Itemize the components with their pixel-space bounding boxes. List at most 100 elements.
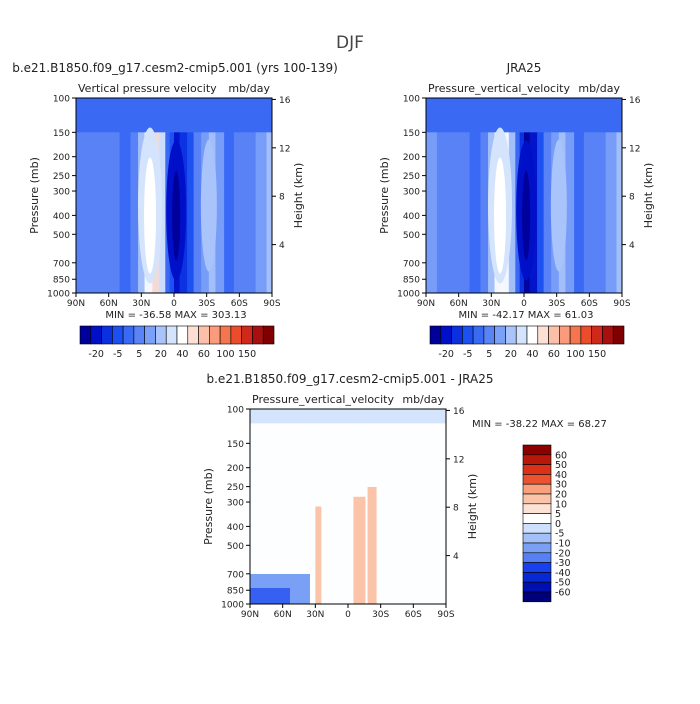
colorbar-box	[537, 325, 549, 345]
y-tick-label: 100	[403, 95, 420, 105]
height-tick-label: 4	[453, 552, 459, 562]
colorbar-box	[209, 325, 221, 345]
colorbar-box	[451, 325, 463, 345]
colorbar-box	[133, 325, 145, 345]
colorbar-box	[219, 325, 232, 345]
y-tick-label: 200	[53, 153, 70, 163]
data-cell	[343, 423, 351, 604]
x-tick-label: 0	[171, 299, 177, 309]
data-cell	[267, 423, 277, 604]
data-cell	[436, 132, 449, 293]
colorbar-label: 20	[555, 490, 567, 501]
colorbar-label: 100	[566, 349, 584, 360]
data-cell	[158, 132, 166, 293]
data-cell	[543, 132, 552, 293]
data-cell	[385, 423, 395, 604]
y-tick-label: 700	[53, 259, 70, 269]
colorbar-label: 40	[176, 349, 188, 360]
colorbar-box	[122, 325, 135, 345]
colorbar-label: -20	[88, 349, 104, 360]
colorbar-label: 60	[555, 450, 567, 461]
data-cell	[426, 132, 438, 293]
data-cell	[328, 423, 338, 604]
colorbar-box	[472, 325, 485, 345]
colorbar-label: 5	[486, 349, 492, 360]
southern-ascent	[550, 139, 567, 272]
x-tick-label: 60S	[405, 610, 422, 620]
data-cell	[537, 132, 545, 293]
colorbar-label: 30	[555, 480, 567, 491]
data-cell	[437, 423, 445, 604]
jra25-panel: JRA25 Pressure_vertical_velocity mb/day 100…	[378, 61, 655, 321]
data-cell	[244, 132, 257, 293]
colorbar-label: 10	[555, 499, 567, 510]
colorbar-label: -60	[555, 588, 571, 599]
height-tick-label: 12	[629, 144, 640, 154]
y-tick-label: 700	[403, 259, 420, 269]
stats-label: MIN = -38.22 MAX = 68.27	[472, 419, 607, 430]
jra25-colorbar: -20 -5 5 20 40 60 100 150	[429, 325, 625, 360]
colorbar-label: 20	[505, 349, 517, 360]
colorbar-box	[559, 325, 571, 345]
data-cell	[469, 132, 481, 293]
model-colorbar: -20 -5 5 20 40 60 100 150	[79, 325, 275, 360]
colorbar-box	[90, 325, 102, 345]
plot-units: mb/day	[228, 82, 270, 95]
height-tick-label: 16	[279, 96, 291, 106]
colorbar-box	[522, 454, 552, 465]
colorbar-box	[522, 591, 552, 603]
y-tick-label: 1000	[221, 601, 244, 611]
colorbar-box	[515, 325, 528, 345]
data-cell	[565, 132, 575, 293]
data-cell	[276, 423, 286, 604]
data-cell	[284, 423, 295, 604]
y-tick-label: 400	[227, 523, 244, 533]
colorbar-box	[144, 325, 156, 345]
y-tick-label: 850	[403, 276, 420, 286]
data-cell	[108, 132, 121, 293]
colorbar-box	[462, 325, 474, 345]
plot-title: Vertical pressure velocity	[78, 82, 217, 95]
data-cell	[193, 132, 202, 293]
data-cell	[215, 132, 225, 293]
height-tick-label: 12	[279, 144, 290, 154]
y-tick-label: 1000	[47, 290, 70, 300]
colorbar-label: 60	[548, 349, 560, 360]
x-tick-label: 90S	[437, 610, 454, 620]
colorbar-box	[522, 474, 552, 485]
colorbar-label: 150	[238, 349, 256, 360]
colorbar-box	[526, 325, 539, 345]
colorbar-box	[198, 325, 210, 345]
colorbar-label: -5	[463, 349, 472, 360]
colorbar-box	[440, 325, 452, 345]
colorbar-box	[176, 325, 189, 345]
height-tick-label: 16	[453, 407, 465, 417]
x-tick-label: 30N	[132, 299, 150, 309]
colorbar-box	[429, 325, 442, 345]
colorbar-label: -5	[555, 529, 564, 540]
data-cell	[258, 423, 268, 604]
height-axis-label: Height (km)	[292, 163, 305, 229]
colorbar-box	[101, 325, 113, 345]
x-tick-label: 30N	[482, 299, 500, 309]
y-tick-label: 500	[403, 231, 420, 241]
height-tick-label: 16	[629, 96, 641, 106]
x-tick-label: 60S	[231, 299, 248, 309]
colorbar-label: -10	[555, 539, 571, 550]
x-tick-label: 90N	[417, 299, 435, 309]
colorbar-label: 40	[526, 349, 538, 360]
data-cell	[447, 132, 460, 293]
colorbar-box	[522, 503, 552, 514]
y-tick-label: 250	[227, 483, 244, 493]
colorbar-box	[494, 325, 506, 345]
colorbar-box	[602, 325, 614, 345]
data-cell	[76, 132, 88, 293]
height-tick-label: 8	[279, 193, 285, 203]
colorbar-label: -20	[438, 349, 454, 360]
y-tick-label: 400	[403, 212, 420, 222]
x-tick-label: 90S	[613, 299, 630, 309]
x-tick-label: 60S	[581, 299, 598, 309]
data-cell	[337, 423, 345, 604]
colorbar-label: -50	[555, 578, 571, 589]
